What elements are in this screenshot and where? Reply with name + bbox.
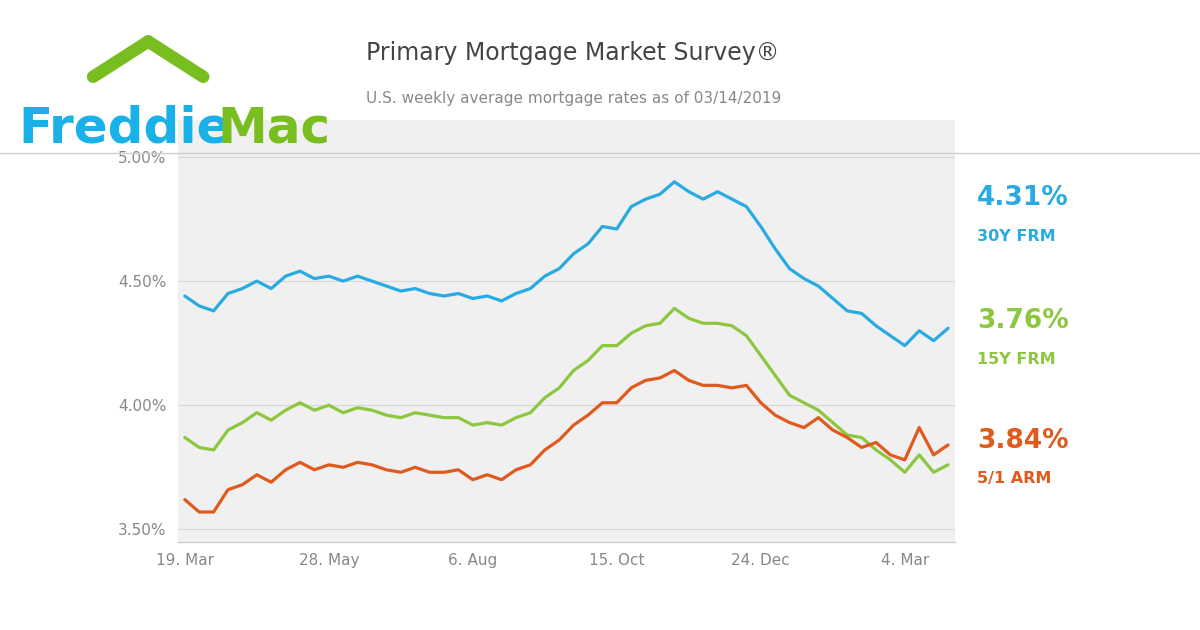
Text: 30Y FRM: 30Y FRM — [977, 229, 1056, 244]
Text: 4.31%: 4.31% — [977, 185, 1068, 212]
Text: 3.76%: 3.76% — [977, 308, 1068, 335]
Text: 15Y FRM: 15Y FRM — [977, 352, 1056, 367]
Text: U.S. weekly average mortgage rates as of 03/14/2019: U.S. weekly average mortgage rates as of… — [366, 91, 781, 106]
Text: Primary Mortgage Market Survey®: Primary Mortgage Market Survey® — [366, 41, 779, 65]
Text: Freddie: Freddie — [18, 104, 230, 152]
Text: Mac: Mac — [217, 104, 330, 152]
Text: 3.84%: 3.84% — [977, 428, 1068, 454]
Text: 5/1 ARM: 5/1 ARM — [977, 471, 1051, 486]
